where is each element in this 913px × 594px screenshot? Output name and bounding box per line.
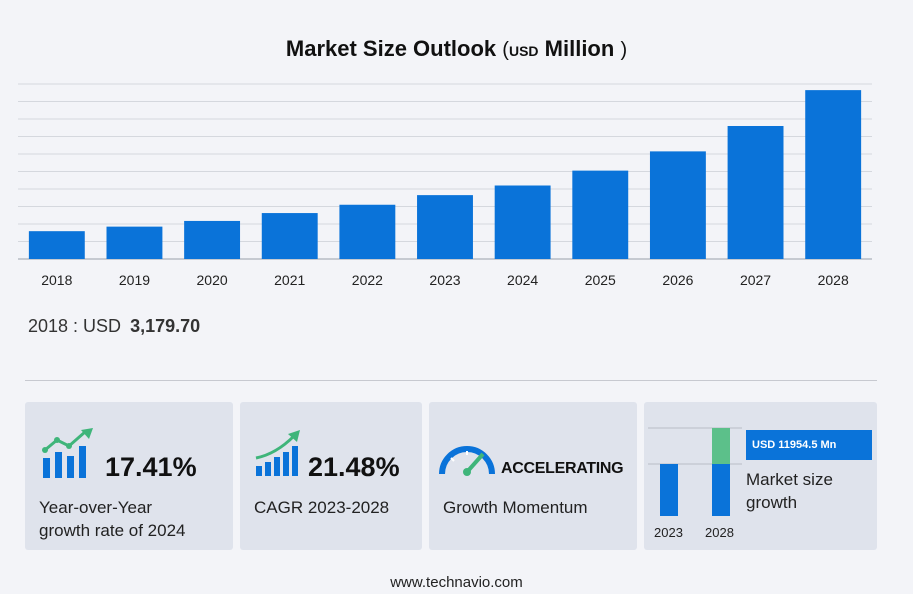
bar-2025 — [572, 170, 629, 259]
x-tick-label-2020: 2020 — [197, 272, 228, 288]
cagr-card: 21.48% CAGR 2023-2028 — [240, 402, 422, 550]
speedometer-icon — [439, 446, 495, 476]
x-tick-label-2022: 2022 — [352, 272, 383, 288]
bar-2022 — [339, 204, 396, 259]
bar-2021 — [261, 213, 318, 259]
x-tick-label-2026: 2026 — [662, 272, 693, 288]
bar-2028 — [805, 90, 862, 259]
bar-2018 — [28, 231, 85, 259]
yoy-card: 17.41% Year-over-Year growth rate of 202… — [25, 402, 233, 550]
mini-growth-chart: 2023 2028 — [648, 427, 742, 540]
yoy-caption: Year-over-Year growth rate of 2024 — [39, 496, 185, 542]
growth-chart-icon — [42, 428, 93, 478]
bar-2023 — [417, 195, 473, 259]
cagr-caption: CAGR 2023-2028 — [254, 498, 390, 517]
x-tick-label-2027: 2027 — [740, 272, 771, 288]
momentum-card: ACCELERATING Growth Momentum — [429, 402, 637, 550]
title-main: Market Size Outlook — [285, 36, 497, 61]
bar-2027 — [727, 126, 784, 259]
x-tick-label-2025: 2025 — [585, 272, 616, 288]
bar-2019 — [106, 226, 163, 259]
x-tick-label-2019: 2019 — [119, 272, 150, 288]
x-tick-label-2018: 2018 — [41, 272, 72, 288]
mini-bar-2028-base — [712, 464, 730, 516]
yoy-caption-line2: growth rate of 2024 — [39, 521, 186, 540]
momentum-caption: Growth Momentum — [443, 498, 588, 517]
momentum-value: ACCELERATING — [501, 460, 624, 477]
title-paren-close: ) — [620, 39, 628, 61]
bar-2024 — [494, 185, 551, 259]
bar-2026 — [649, 151, 706, 259]
bar-chart: 2018 2019 2020 2021 2022 2023 2024 2025 2026 2027… — [18, 83, 872, 288]
x-tick-label-2023: 2023 — [429, 272, 460, 288]
section-divider — [25, 380, 877, 381]
cagr-value: 21.48% — [308, 452, 400, 482]
market-size-badge: USD 11954.5 Mn — [746, 430, 872, 460]
market-growth-card: 2023 2028 USD 11954.5 Mn Market size gro… — [644, 402, 877, 550]
title-unit: USD — [508, 43, 539, 59]
yoy-caption-line1: Year-over-Year — [39, 498, 153, 517]
mini-year-2023: 2023 — [654, 525, 683, 540]
x-tick-label-2021: 2021 — [274, 272, 305, 288]
mini-bar-2028-growth — [712, 428, 730, 464]
rising-bars-icon — [255, 430, 300, 476]
footer-url: www.technavio.com — [390, 574, 523, 591]
market-caption-line1: Market size — [746, 470, 833, 489]
market-caption-line2: growth — [746, 493, 798, 512]
x-tick-label-2024: 2024 — [507, 272, 538, 288]
base-year-amount: 3,179.70 — [130, 316, 201, 336]
mini-bar-2023 — [660, 464, 678, 516]
mini-year-2028: 2028 — [705, 525, 734, 540]
bar-2020 — [184, 220, 241, 259]
x-tick-label-2028: 2028 — [818, 272, 849, 288]
title-unit-word: Million — [544, 36, 615, 61]
title-paren-open: ( — [502, 39, 509, 61]
market-caption: Market size growth — [746, 468, 833, 514]
chart-title: Market Size Outlook (USD Million ) — [0, 36, 913, 62]
base-year-label: 2018 : USD — [28, 316, 122, 336]
base-year-value: 2018 : USD 3,179.70 — [28, 316, 200, 337]
yoy-value: 17.41% — [105, 452, 197, 482]
